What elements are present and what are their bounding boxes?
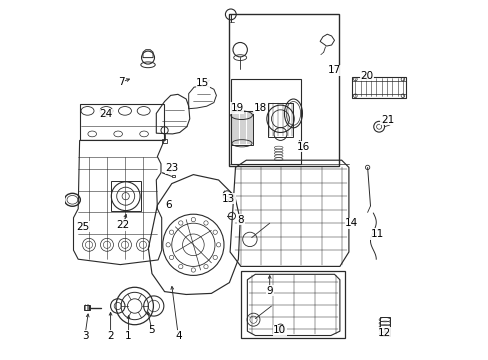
Bar — [267, 103, 292, 137]
Text: 7: 7 — [118, 77, 124, 87]
Text: 17: 17 — [327, 65, 341, 75]
Bar — [230, 111, 253, 145]
Text: 25: 25 — [77, 222, 90, 232]
Text: 11: 11 — [369, 229, 383, 239]
Bar — [162, 139, 167, 143]
Bar — [230, 79, 301, 164]
Text: 14: 14 — [345, 218, 358, 228]
Text: 13: 13 — [222, 194, 235, 204]
Bar — [171, 175, 175, 177]
Text: 21: 21 — [380, 114, 393, 125]
Text: 6: 6 — [165, 200, 172, 210]
Bar — [229, 14, 339, 166]
Bar — [352, 77, 405, 98]
Text: 22: 22 — [116, 220, 129, 230]
Text: 4: 4 — [175, 330, 181, 341]
Bar — [276, 326, 284, 332]
Text: 20: 20 — [360, 71, 373, 81]
Text: 2: 2 — [107, 330, 114, 341]
Bar — [111, 181, 141, 211]
Bar — [241, 271, 345, 338]
Text: 1: 1 — [125, 330, 132, 341]
Text: 18: 18 — [253, 103, 266, 113]
Text: 3: 3 — [81, 330, 88, 341]
Text: 10: 10 — [273, 325, 286, 336]
Text: 8: 8 — [237, 215, 244, 225]
Bar — [80, 104, 164, 140]
Bar — [84, 305, 89, 310]
Text: 24: 24 — [99, 109, 112, 120]
Text: 5: 5 — [148, 325, 155, 336]
Text: 9: 9 — [266, 286, 272, 296]
Text: 12: 12 — [378, 328, 391, 338]
Text: 15: 15 — [196, 78, 209, 88]
Text: 16: 16 — [296, 141, 309, 152]
Text: 23: 23 — [165, 163, 178, 174]
Text: 19: 19 — [230, 103, 244, 113]
Bar — [379, 317, 389, 336]
